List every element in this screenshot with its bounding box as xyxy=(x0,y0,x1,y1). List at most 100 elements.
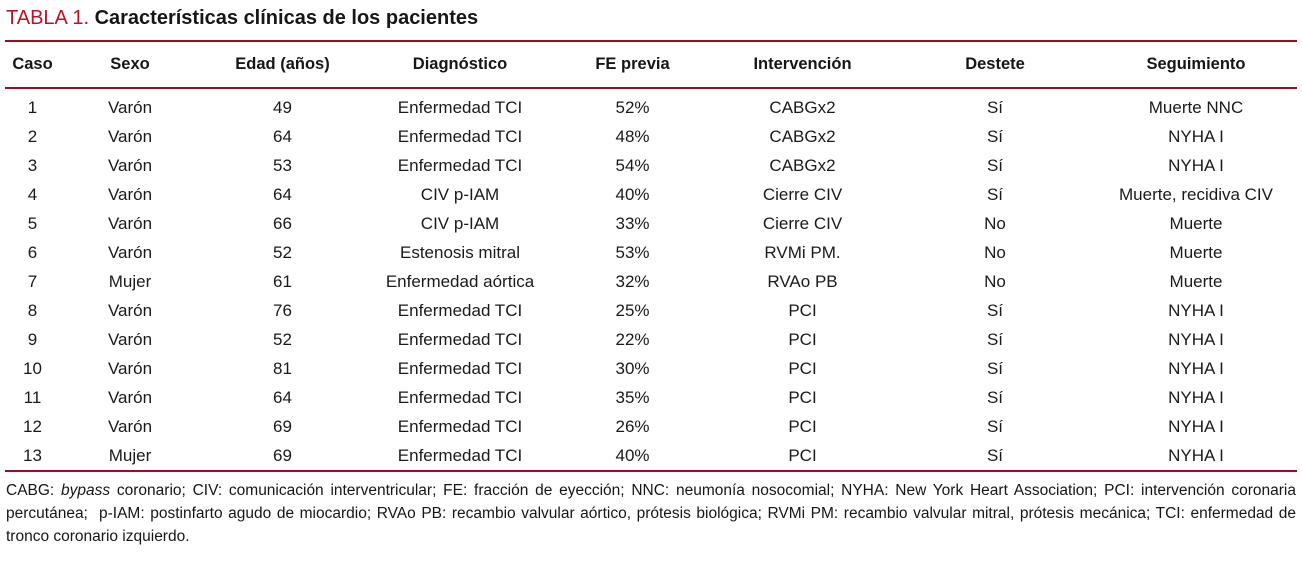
cell-diagnostico: Enfermedad TCI xyxy=(397,387,523,407)
cell-caso: 3 xyxy=(27,155,38,175)
table-row-caso-4: 4 Varón 64 CIV p-IAM 40% Cierre CIV Sí Muerte, … xyxy=(5,180,1297,209)
cell-sexo: Varón xyxy=(107,213,153,233)
cell-fe-previa: 52% xyxy=(615,97,650,117)
column-header-edad-anos: Edad (años) xyxy=(200,41,365,89)
table-row-caso-1: 1 Varón 49 Enfermedad TCI 52% CABGx2 Sí Muerte … xyxy=(5,88,1297,122)
cell-fe-previa: 22% xyxy=(615,329,650,349)
cell-edad-anos: 64 xyxy=(273,184,292,204)
cell-fe-previa: 54% xyxy=(615,155,650,175)
cell-intervencion: PCI xyxy=(788,329,817,349)
cell-caso: 12 xyxy=(23,416,42,436)
cell-destete: Sí xyxy=(986,126,1004,146)
cell-diagnostico: Enfermedad aórtica xyxy=(385,271,535,291)
cell-diagnostico: Enfermedad TCI xyxy=(397,445,523,465)
cell-sexo: Mujer xyxy=(108,445,152,465)
cell-intervencion: CABGx2 xyxy=(769,97,836,117)
cell-caso: 7 xyxy=(27,271,38,291)
table-row-caso-5: 5 Varón 66 CIV p-IAM 33% Cierre CIV No Muerte xyxy=(5,209,1297,238)
table-body: 1 Varón 49 Enfermedad TCI 52% CABGx2 Sí Muerte … xyxy=(5,88,1297,471)
cell-edad-anos: 61 xyxy=(273,271,292,291)
cell-sexo: Varón xyxy=(107,358,153,378)
cell-seguimiento: NYHA I xyxy=(1168,126,1224,146)
cell-destete: No xyxy=(984,242,1006,262)
cell-destete: Sí xyxy=(986,97,1004,117)
table-row-caso-13: 13 Mujer 69 Enfermedad TCI 40% PCI Sí NYHA I xyxy=(5,441,1297,471)
cell-destete: Sí xyxy=(986,445,1004,465)
cell-diagnostico: Enfermedad TCI xyxy=(397,358,523,378)
cell-intervencion: PCI xyxy=(788,445,817,465)
cell-destete: Sí xyxy=(986,184,1004,204)
cell-caso: 10 xyxy=(23,358,42,378)
cell-diagnostico: CIV p-IAM xyxy=(420,213,500,233)
cell-edad-anos: 81 xyxy=(273,358,292,378)
cell-fe-previa: 26% xyxy=(615,416,650,436)
column-header-diagnostico: Diagnóstico xyxy=(365,41,555,89)
cell-seguimiento: NYHA I xyxy=(1168,445,1224,465)
cell-seguimiento: Muerte xyxy=(1169,242,1223,262)
cell-caso: 4 xyxy=(27,184,38,204)
cell-caso: 6 xyxy=(27,242,38,262)
cell-sexo: Varón xyxy=(107,155,153,175)
cell-seguimiento: NYHA I xyxy=(1168,329,1224,349)
table-row-caso-12: 12 Varón 69 Enfermedad TCI 26% PCI Sí NYHA I xyxy=(5,412,1297,441)
cell-sexo: Varón xyxy=(107,416,153,436)
cell-intervencion: RVAo PB xyxy=(767,271,838,291)
footnote-italic-segment: bypass xyxy=(61,482,111,499)
table-row-caso-7: 7 Mujer 61 Enfermedad aórtica 32% RVAo PB No Mu… xyxy=(5,267,1297,296)
cell-sexo: Varón xyxy=(107,242,153,262)
cell-intervencion: PCI xyxy=(788,300,817,320)
cell-diagnostico: CIV p-IAM xyxy=(420,184,500,204)
cell-diagnostico: Enfermedad TCI xyxy=(397,329,523,349)
cell-sexo: Varón xyxy=(107,329,153,349)
table-row-caso-9: 9 Varón 52 Enfermedad TCI 22% PCI Sí NYHA I xyxy=(5,325,1297,354)
cell-intervencion: Cierre CIV xyxy=(762,213,843,233)
table-row-caso-10: 10 Varón 81 Enfermedad TCI 30% PCI Sí NYHA I xyxy=(5,354,1297,383)
table-row-caso-2: 2 Varón 64 Enfermedad TCI 48% CABGx2 Sí NYHA I xyxy=(5,122,1297,151)
cell-edad-anos: 52 xyxy=(273,242,292,262)
footnote-segment: CABG: xyxy=(6,482,61,499)
cell-fe-previa: 40% xyxy=(615,445,650,465)
cell-diagnostico: Enfermedad TCI xyxy=(397,300,523,320)
cell-edad-anos: 49 xyxy=(273,97,292,117)
cell-seguimiento: NYHA I xyxy=(1168,358,1224,378)
cell-fe-previa: 48% xyxy=(615,126,650,146)
column-header-destete: Destete xyxy=(895,41,1095,89)
cell-diagnostico: Enfermedad TCI xyxy=(397,97,523,117)
cell-intervencion: CABGx2 xyxy=(769,126,836,146)
column-header-seguimiento: Seguimiento xyxy=(1095,41,1297,89)
cell-edad-anos: 69 xyxy=(273,416,292,436)
cell-sexo: Varón xyxy=(107,300,153,320)
cell-intervencion: PCI xyxy=(788,358,817,378)
table-row-caso-8: 8 Varón 76 Enfermedad TCI 25% PCI Sí NYHA I xyxy=(5,296,1297,325)
cell-sexo: Varón xyxy=(107,184,153,204)
cell-caso: 11 xyxy=(23,387,42,407)
cell-diagnostico: Estenosis mitral xyxy=(400,242,520,262)
cell-fe-previa: 30% xyxy=(615,358,650,378)
cell-seguimiento: NYHA I xyxy=(1168,300,1224,320)
column-header-fe-previa: FE previa xyxy=(555,41,710,89)
table-row-caso-3: 3 Varón 53 Enfermedad TCI 54% CABGx2 Sí NYHA I xyxy=(5,151,1297,180)
cell-diagnostico: Enfermedad TCI xyxy=(397,416,523,436)
cell-intervencion: RVMi PM. xyxy=(764,242,841,262)
table-title: TABLA 1. Características clínicas de los… xyxy=(6,6,1297,31)
cell-fe-previa: 33% xyxy=(615,213,650,233)
cell-intervencion: PCI xyxy=(788,387,817,407)
cell-caso: 13 xyxy=(23,445,42,465)
cell-seguimiento: NYHA I xyxy=(1168,155,1224,175)
footnote-segment: coronario; CIV: comunicación interventri… xyxy=(6,482,1296,545)
table-caption: Características clínicas de los paciente… xyxy=(94,7,479,29)
cell-caso: 8 xyxy=(27,300,38,320)
header-row: Caso Sexo Edad (años) Diagnóstico FE previa I… xyxy=(5,41,1297,89)
cell-diagnostico: Enfermedad TCI xyxy=(397,126,523,146)
cell-edad-anos: 69 xyxy=(273,445,292,465)
table-row-caso-11: 11 Varón 64 Enfermedad TCI 35% PCI Sí NYHA I xyxy=(5,383,1297,412)
table-number-label: TABLA 1. xyxy=(6,7,90,29)
cell-destete: Sí xyxy=(986,358,1004,378)
cell-fe-previa: 25% xyxy=(615,300,650,320)
table-header: Caso Sexo Edad (años) Diagnóstico FE previa I… xyxy=(5,41,1297,89)
cell-seguimiento: NYHA I xyxy=(1168,416,1224,436)
cell-sexo: Varón xyxy=(107,126,153,146)
cell-edad-anos: 76 xyxy=(273,300,292,320)
cell-seguimiento: Muerte, recidiva CIV xyxy=(1119,184,1273,204)
cell-destete: Sí xyxy=(986,329,1004,349)
